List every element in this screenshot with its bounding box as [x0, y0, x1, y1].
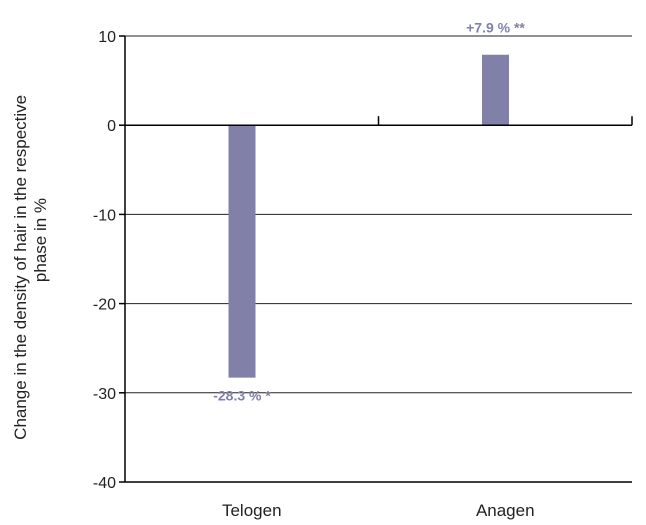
bars — [228, 54, 509, 378]
x-tick-labels: Telogen Anagen — [222, 501, 535, 520]
data-label-telogen: -28.3 % * — [213, 388, 271, 404]
y-tick-label: -10 — [93, 207, 116, 224]
y-tick-label: -40 — [93, 475, 116, 492]
y-tick-label: -20 — [93, 297, 116, 314]
axes — [119, 35, 633, 483]
y-axis-title-line-2: phase in % — [31, 198, 50, 282]
y-tick-label: 0 — [107, 118, 116, 135]
y-tick-label: 10 — [98, 29, 116, 46]
y-tick-label: -30 — [93, 386, 116, 403]
data-label-anagen: +7.9 % ** — [466, 20, 525, 36]
x-tick-label-telogen: Telogen — [222, 501, 282, 520]
bar-anagen — [482, 54, 509, 126]
y-axis-title-line-1: Change in the density of hair in the res… — [11, 95, 30, 440]
y-axis-title: Change in the density of hair in the res… — [11, 90, 50, 440]
data-labels: -28.3 % * +7.9 % ** — [213, 20, 525, 404]
y-tick-labels: 10 0 -10 -20 -30 -40 — [93, 29, 116, 492]
gridlines — [125, 35, 632, 394]
bar-telogen — [228, 125, 256, 378]
x-tick-label-anagen: Anagen — [476, 501, 535, 520]
